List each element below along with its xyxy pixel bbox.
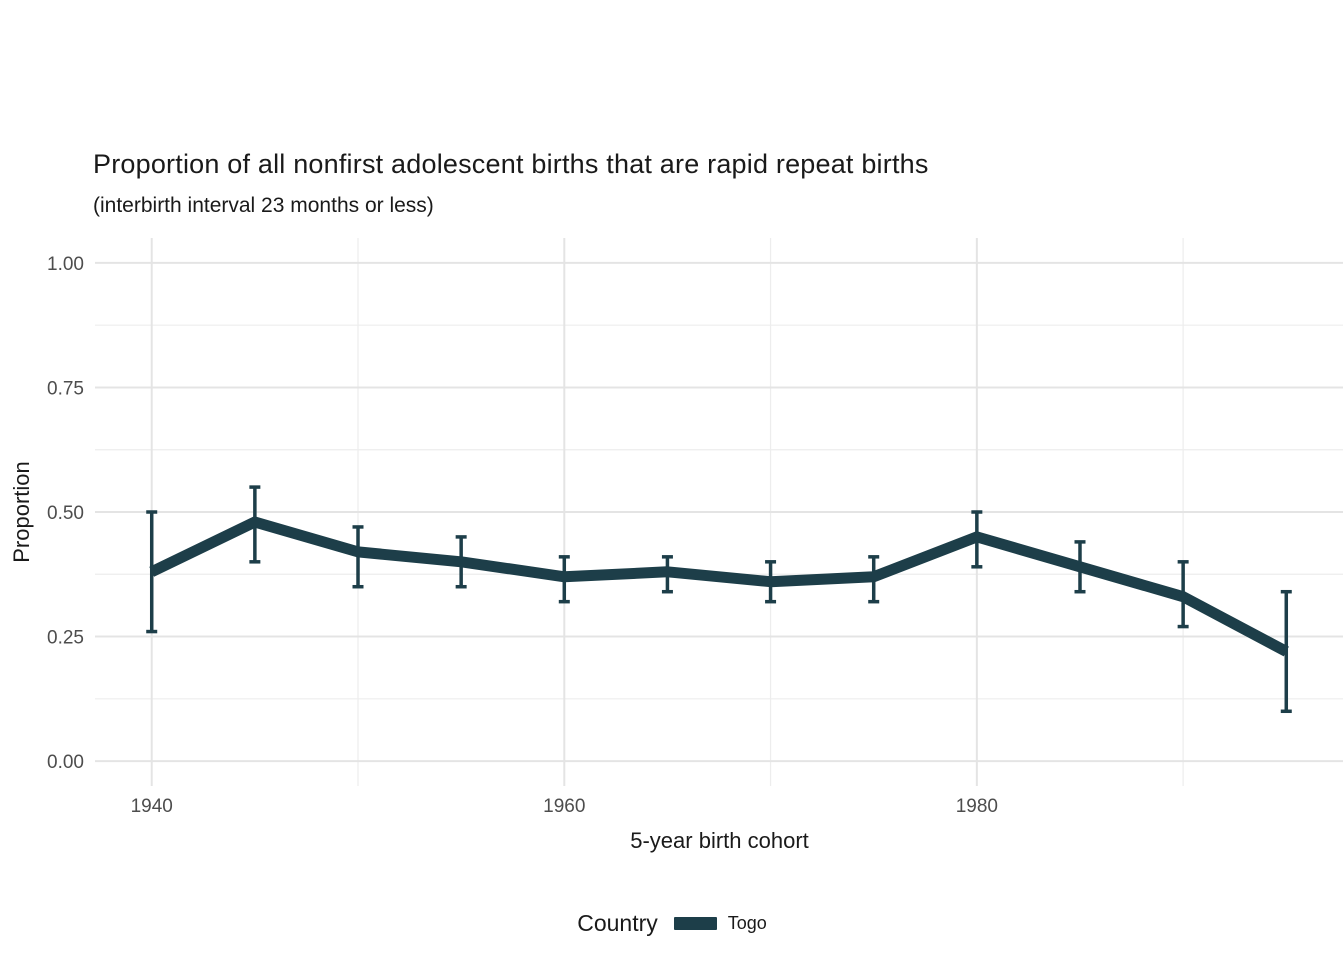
y-tick-label: 0.25 — [47, 628, 84, 649]
legend-title: Country — [577, 909, 658, 936]
x-tick-label: 1940 — [131, 796, 173, 817]
x-tick-label: 1980 — [956, 796, 998, 817]
legend-item-label: Togo — [727, 912, 767, 933]
y-tick-label: 0.00 — [47, 752, 84, 773]
legend: Country Togo — [0, 903, 1344, 943]
y-tick-label: 1.00 — [47, 254, 84, 275]
y-tick-label: 0.50 — [47, 503, 84, 524]
y-tick-label: 0.75 — [47, 378, 84, 399]
x-axis-title: 5-year birth cohort — [630, 828, 809, 853]
series-line — [149, 516, 1289, 657]
chart-title: Proportion of all nonfirst adolescent bi… — [93, 149, 929, 179]
chart-subtitle: (interbirth interval 23 months or less) — [93, 194, 434, 217]
x-tick-label: 1960 — [543, 796, 585, 817]
legend-line-swatch — [673, 916, 717, 930]
